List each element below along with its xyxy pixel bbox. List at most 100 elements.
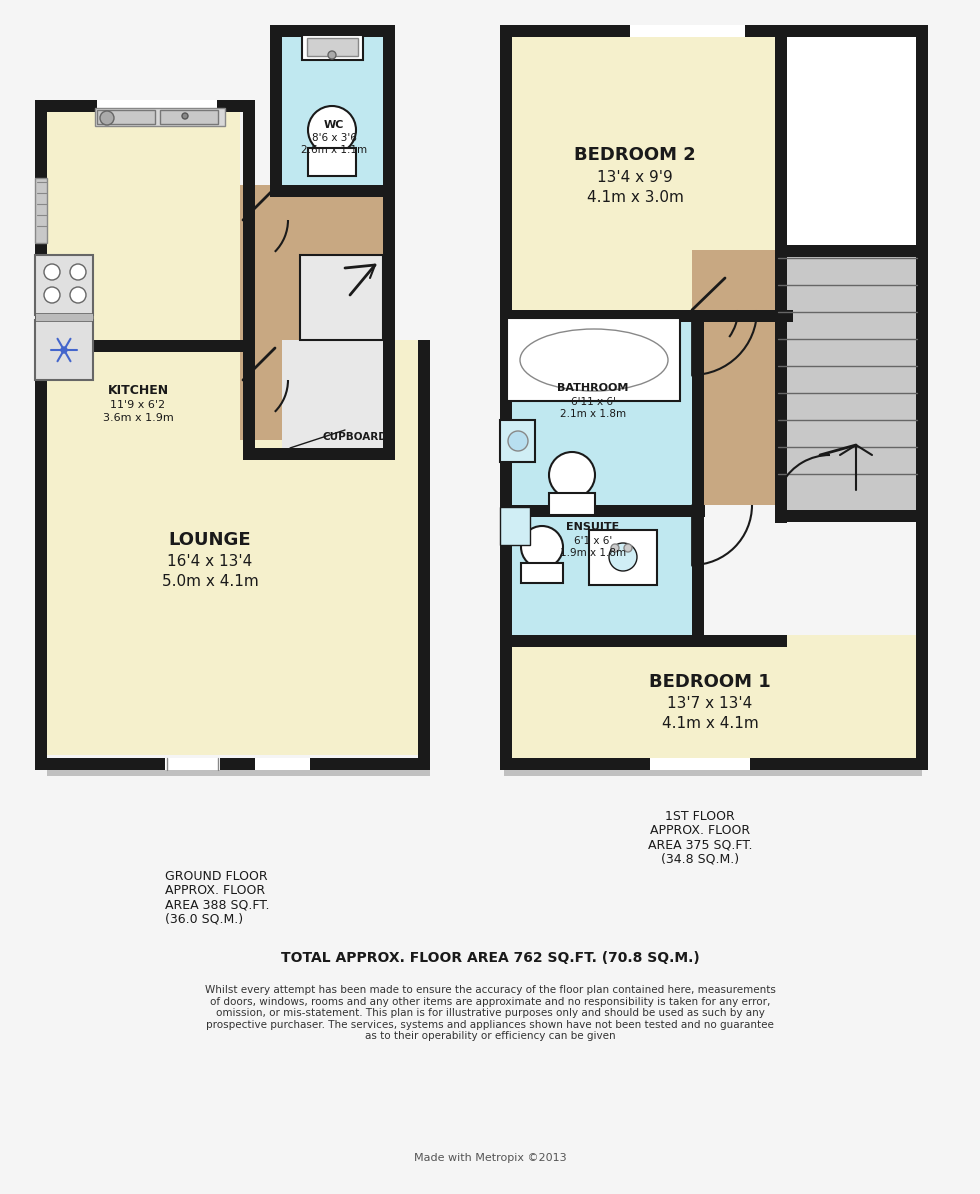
Bar [500, 420, 535, 462]
Bar [692, 310, 704, 638]
Text: 13'4 x 9'9: 13'4 x 9'9 [597, 171, 673, 185]
Bar [35, 100, 47, 770]
Bar [160, 110, 218, 124]
Bar [418, 448, 430, 770]
Bar [521, 564, 563, 583]
Bar [500, 758, 928, 770]
Bar [243, 100, 255, 355]
Bar [500, 25, 512, 770]
Bar [692, 322, 775, 505]
Bar [35, 758, 430, 770]
Text: 16'4 x 13'4: 16'4 x 13'4 [168, 554, 253, 570]
Circle shape [44, 264, 60, 281]
Bar [500, 635, 705, 647]
Bar [35, 320, 93, 380]
Bar [270, 25, 282, 195]
Circle shape [308, 106, 356, 154]
Bar [240, 185, 383, 441]
Circle shape [611, 544, 619, 552]
Circle shape [61, 347, 67, 353]
Bar [35, 340, 255, 352]
Text: 13'7 x 13'4: 13'7 x 13'4 [667, 696, 753, 712]
Text: 2.1m x 1.8m: 2.1m x 1.8m [560, 410, 626, 419]
Bar [630, 25, 745, 37]
Bar [500, 25, 928, 37]
Bar [512, 505, 692, 635]
Circle shape [328, 51, 336, 59]
Bar [775, 25, 787, 250]
Bar [692, 250, 775, 325]
Text: BATHROOM: BATHROOM [558, 383, 629, 393]
Bar [308, 148, 356, 176]
Bar [692, 635, 787, 647]
Bar [775, 510, 918, 522]
Text: AREA 388 SQ.FT.: AREA 388 SQ.FT. [165, 898, 270, 911]
Bar [589, 530, 657, 585]
Text: 6'11 x 6': 6'11 x 6' [570, 396, 615, 407]
Circle shape [70, 287, 86, 303]
Text: APPROX. FLOOR: APPROX. FLOOR [650, 824, 750, 837]
Text: WC: WC [323, 121, 344, 130]
Bar [282, 340, 390, 448]
Bar [35, 256, 93, 315]
Text: BEDROOM 1: BEDROOM 1 [649, 673, 771, 691]
Text: 4.1m x 4.1m: 4.1m x 4.1m [662, 716, 759, 732]
Bar [300, 256, 383, 340]
Bar [512, 35, 892, 315]
Bar [307, 38, 358, 56]
Bar [775, 245, 918, 257]
Bar [500, 310, 793, 322]
Text: Whilst every attempt has been made to ensure the accuracy of the floor plan cont: Whilst every attempt has been made to en… [205, 985, 775, 1041]
Circle shape [609, 543, 637, 571]
Text: (34.8 SQ.M.): (34.8 SQ.M.) [661, 853, 739, 864]
Bar [47, 340, 420, 755]
Text: BEDROOM 2: BEDROOM 2 [574, 146, 696, 164]
Circle shape [70, 264, 86, 281]
Bar [47, 770, 430, 776]
Text: 11'9 x 6'2: 11'9 x 6'2 [111, 400, 166, 410]
Bar [35, 313, 93, 321]
Bar [95, 107, 225, 127]
Text: LOUNGE: LOUNGE [169, 531, 251, 549]
Text: TOTAL APPROX. FLOOR AREA 762 SQ.FT. (70.8 SQ.M.): TOTAL APPROX. FLOOR AREA 762 SQ.FT. (70.… [280, 950, 700, 965]
Bar [270, 185, 395, 197]
Text: 1ST FLOOR: 1ST FLOOR [665, 810, 735, 823]
Circle shape [508, 431, 528, 451]
Bar [650, 758, 750, 770]
Bar [500, 507, 530, 544]
Text: ENSUITE: ENSUITE [566, 522, 619, 533]
Text: AREA 375 SQ.FT.: AREA 375 SQ.FT. [648, 838, 753, 851]
Bar [282, 37, 383, 185]
Bar [775, 245, 787, 523]
Circle shape [44, 287, 60, 303]
Ellipse shape [520, 330, 668, 390]
Text: 8'6 x 3'6: 8'6 x 3'6 [312, 133, 357, 143]
Text: 6'1 x 6': 6'1 x 6' [574, 536, 612, 546]
Bar [243, 340, 255, 460]
Circle shape [624, 544, 632, 552]
Text: GROUND FLOOR: GROUND FLOOR [165, 870, 268, 884]
Text: 4.1m x 3.0m: 4.1m x 3.0m [587, 191, 683, 205]
Bar [243, 448, 395, 460]
Circle shape [521, 527, 563, 568]
Circle shape [182, 113, 188, 119]
Bar [916, 25, 928, 770]
Bar [165, 758, 220, 770]
Bar [35, 178, 47, 244]
Bar [424, 341, 430, 770]
Bar [97, 110, 155, 124]
Text: 3.6m x 1.9m: 3.6m x 1.9m [103, 413, 173, 423]
Circle shape [100, 111, 114, 125]
Bar [512, 635, 917, 758]
Bar [778, 250, 918, 510]
Text: 2.6m x 1.1m: 2.6m x 1.1m [301, 144, 368, 155]
Bar [383, 25, 395, 455]
Bar [549, 493, 595, 515]
Text: CUPBOARD: CUPBOARD [322, 432, 387, 442]
Bar [418, 340, 430, 770]
Bar [302, 35, 363, 60]
Bar [47, 112, 240, 340]
Text: APPROX. FLOOR: APPROX. FLOOR [165, 884, 266, 897]
Text: (36.0 SQ.M.): (36.0 SQ.M.) [165, 912, 243, 925]
Bar [512, 322, 692, 505]
